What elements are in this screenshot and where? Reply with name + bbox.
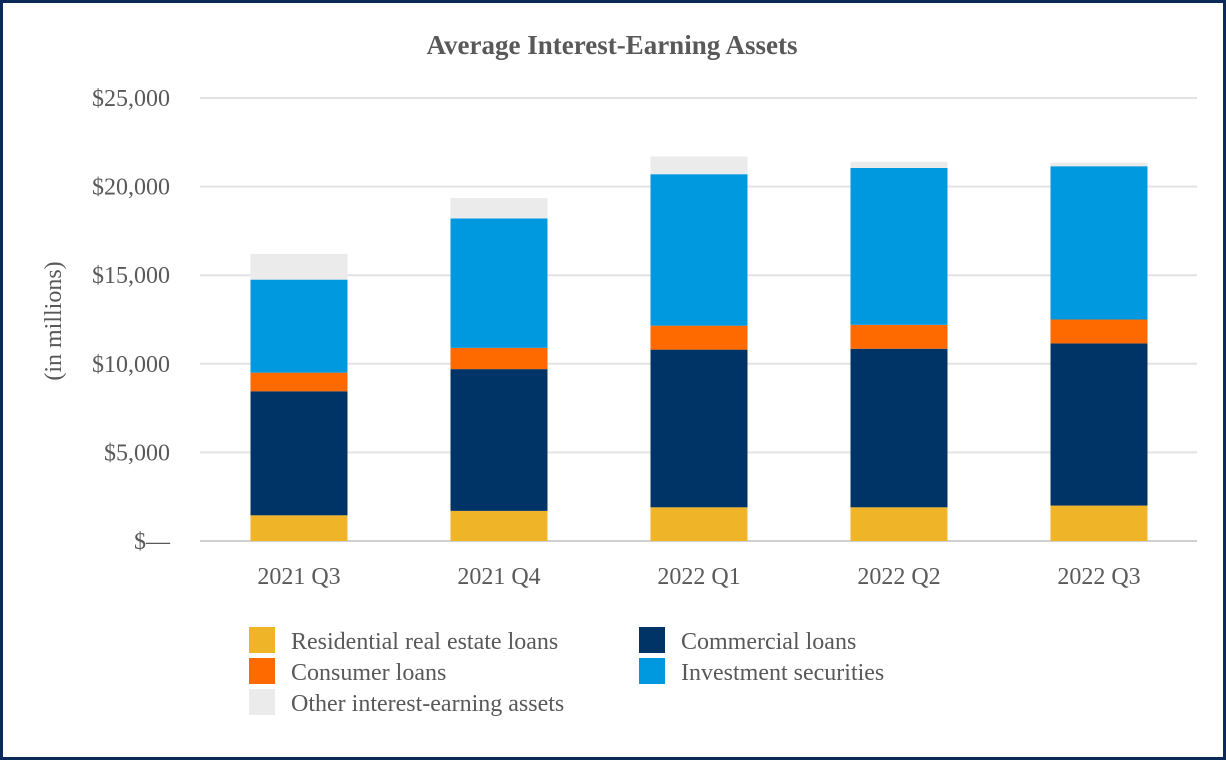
y-tick-label: $— xyxy=(134,529,171,555)
bar-segment-investment-securities-2022-q3 xyxy=(1050,166,1148,320)
legend-swatch xyxy=(639,658,665,684)
bar-segment-residential-real-estate-loans-2022-q2 xyxy=(850,507,948,541)
bar-segment-other-interest-earning-assets-2022-q3 xyxy=(1050,162,1148,167)
legend-item: Consumer loans xyxy=(249,658,446,686)
x-tick-label: 2022 Q3 xyxy=(1057,564,1140,590)
bar-segment-residential-real-estate-loans-2022-q3 xyxy=(1050,505,1148,541)
bar-segment-residential-real-estate-loans-2022-q1 xyxy=(650,507,748,541)
bar-segment-commercial-loans-2022-q1 xyxy=(650,349,748,508)
bar-segment-investment-securities-2022-q1 xyxy=(650,174,748,326)
chart: Average Interest-Earning Assets (in mill… xyxy=(41,30,1197,717)
bar-segment-residential-real-estate-loans-2021-q3 xyxy=(250,515,348,541)
bar-segment-other-interest-earning-assets-2021-q3 xyxy=(250,253,348,280)
bar-segment-other-interest-earning-assets-2022-q1 xyxy=(650,156,748,175)
bars xyxy=(250,156,1148,541)
legend-swatch xyxy=(639,627,665,653)
bar-segment-residential-real-estate-loans-2021-q4 xyxy=(450,510,548,541)
y-tick-label: $10,000 xyxy=(92,352,170,378)
bar-segment-investment-securities-2021-q4 xyxy=(450,218,548,348)
legend-swatch xyxy=(249,689,275,715)
y-tick-label: $20,000 xyxy=(92,175,170,201)
legend-item: Investment securities xyxy=(639,658,884,686)
bar-segment-commercial-loans-2021-q4 xyxy=(450,369,548,511)
legend-swatch xyxy=(249,627,275,653)
bar-segment-commercial-loans-2022-q3 xyxy=(1050,343,1148,506)
y-tick-labels: $— $5,000 $10,000 $15,000 $20,000 $25,000 xyxy=(92,86,171,555)
bar-segment-consumer-loans-2021-q3 xyxy=(250,372,348,392)
chart-title: Average Interest-Earning Assets xyxy=(427,30,798,60)
legend-swatch xyxy=(249,658,275,684)
y-tick-label: $5,000 xyxy=(104,440,170,466)
y-tick-label: $15,000 xyxy=(92,263,170,289)
legend-label: Other interest-earning assets xyxy=(291,691,564,717)
bar-segment-investment-securities-2022-q2 xyxy=(850,167,948,325)
x-tick-labels: 2021 Q3 2021 Q4 2022 Q1 2022 Q2 2022 Q3 xyxy=(257,564,1140,590)
legend-label: Commercial loans xyxy=(681,629,856,655)
bar-segment-investment-securities-2021-q3 xyxy=(250,279,348,373)
bar-segment-other-interest-earning-assets-2021-q4 xyxy=(450,198,548,219)
legend-label: Residential real estate loans xyxy=(291,629,558,655)
bar-segment-commercial-loans-2021-q3 xyxy=(250,391,348,516)
legend-label: Investment securities xyxy=(681,660,884,686)
bar-segment-other-interest-earning-assets-2022-q2 xyxy=(850,161,948,168)
bar-segment-consumer-loans-2021-q4 xyxy=(450,347,548,370)
legend-label: Consumer loans xyxy=(291,660,446,686)
x-tick-label: 2022 Q1 xyxy=(657,564,740,590)
bar-segment-consumer-loans-2022-q2 xyxy=(850,324,948,349)
x-tick-label: 2021 Q3 xyxy=(257,564,340,590)
bar-segment-consumer-loans-2022-q1 xyxy=(650,325,748,350)
y-tick-label: $25,000 xyxy=(92,86,170,112)
x-tick-label: 2022 Q2 xyxy=(857,564,940,590)
legend-item: Commercial loans xyxy=(639,627,856,655)
bar-segment-commercial-loans-2022-q2 xyxy=(850,348,948,508)
legend-item: Other interest-earning assets xyxy=(249,689,564,717)
legend: Residential real estate loans Commercial … xyxy=(249,627,884,717)
legend-item: Residential real estate loans xyxy=(249,627,558,655)
bar-segment-consumer-loans-2022-q3 xyxy=(1050,319,1148,344)
x-tick-label: 2021 Q4 xyxy=(457,564,540,590)
y-axis-label: (in millions) xyxy=(41,261,67,380)
